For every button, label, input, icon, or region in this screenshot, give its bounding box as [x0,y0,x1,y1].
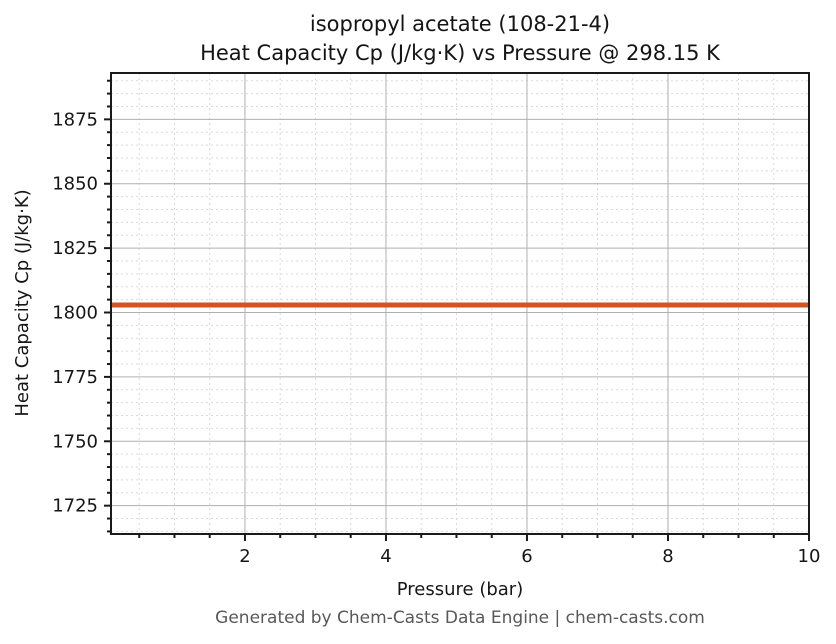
y-tick-label: 1875 [52,109,98,130]
plot-area: 2 4 6 8 10 1725 1750 1775 1800 1825 1850 1875 [52,72,821,567]
x-tick-label: 6 [521,546,532,567]
y-tick-label: 1725 [52,496,98,517]
y-tick-label: 1850 [52,174,98,195]
x-tick-label: 10 [798,546,821,567]
x-axis-label: Pressure (bar) [397,579,523,600]
y-tick-label: 1825 [52,238,98,259]
x-tick-label: 4 [380,546,391,567]
y-tick-label: 1800 [52,303,98,324]
plot-border [110,72,810,535]
chart-title-line1: isopropyl acetate (108-21-4) [310,12,610,36]
footer-credit: Generated by Chem-Casts Data Engine | ch… [215,608,705,628]
x-tick-label: 2 [239,546,250,567]
y-tick-label: 1775 [52,367,98,388]
chart-title-line2: Heat Capacity Cp (J/kg·K) vs Pressure @ … [200,41,721,65]
y-axis-label: Heat Capacity Cp (J/kg·K) [12,189,33,416]
x-tick-label: 8 [662,546,673,567]
y-tick-label: 1750 [52,431,98,452]
